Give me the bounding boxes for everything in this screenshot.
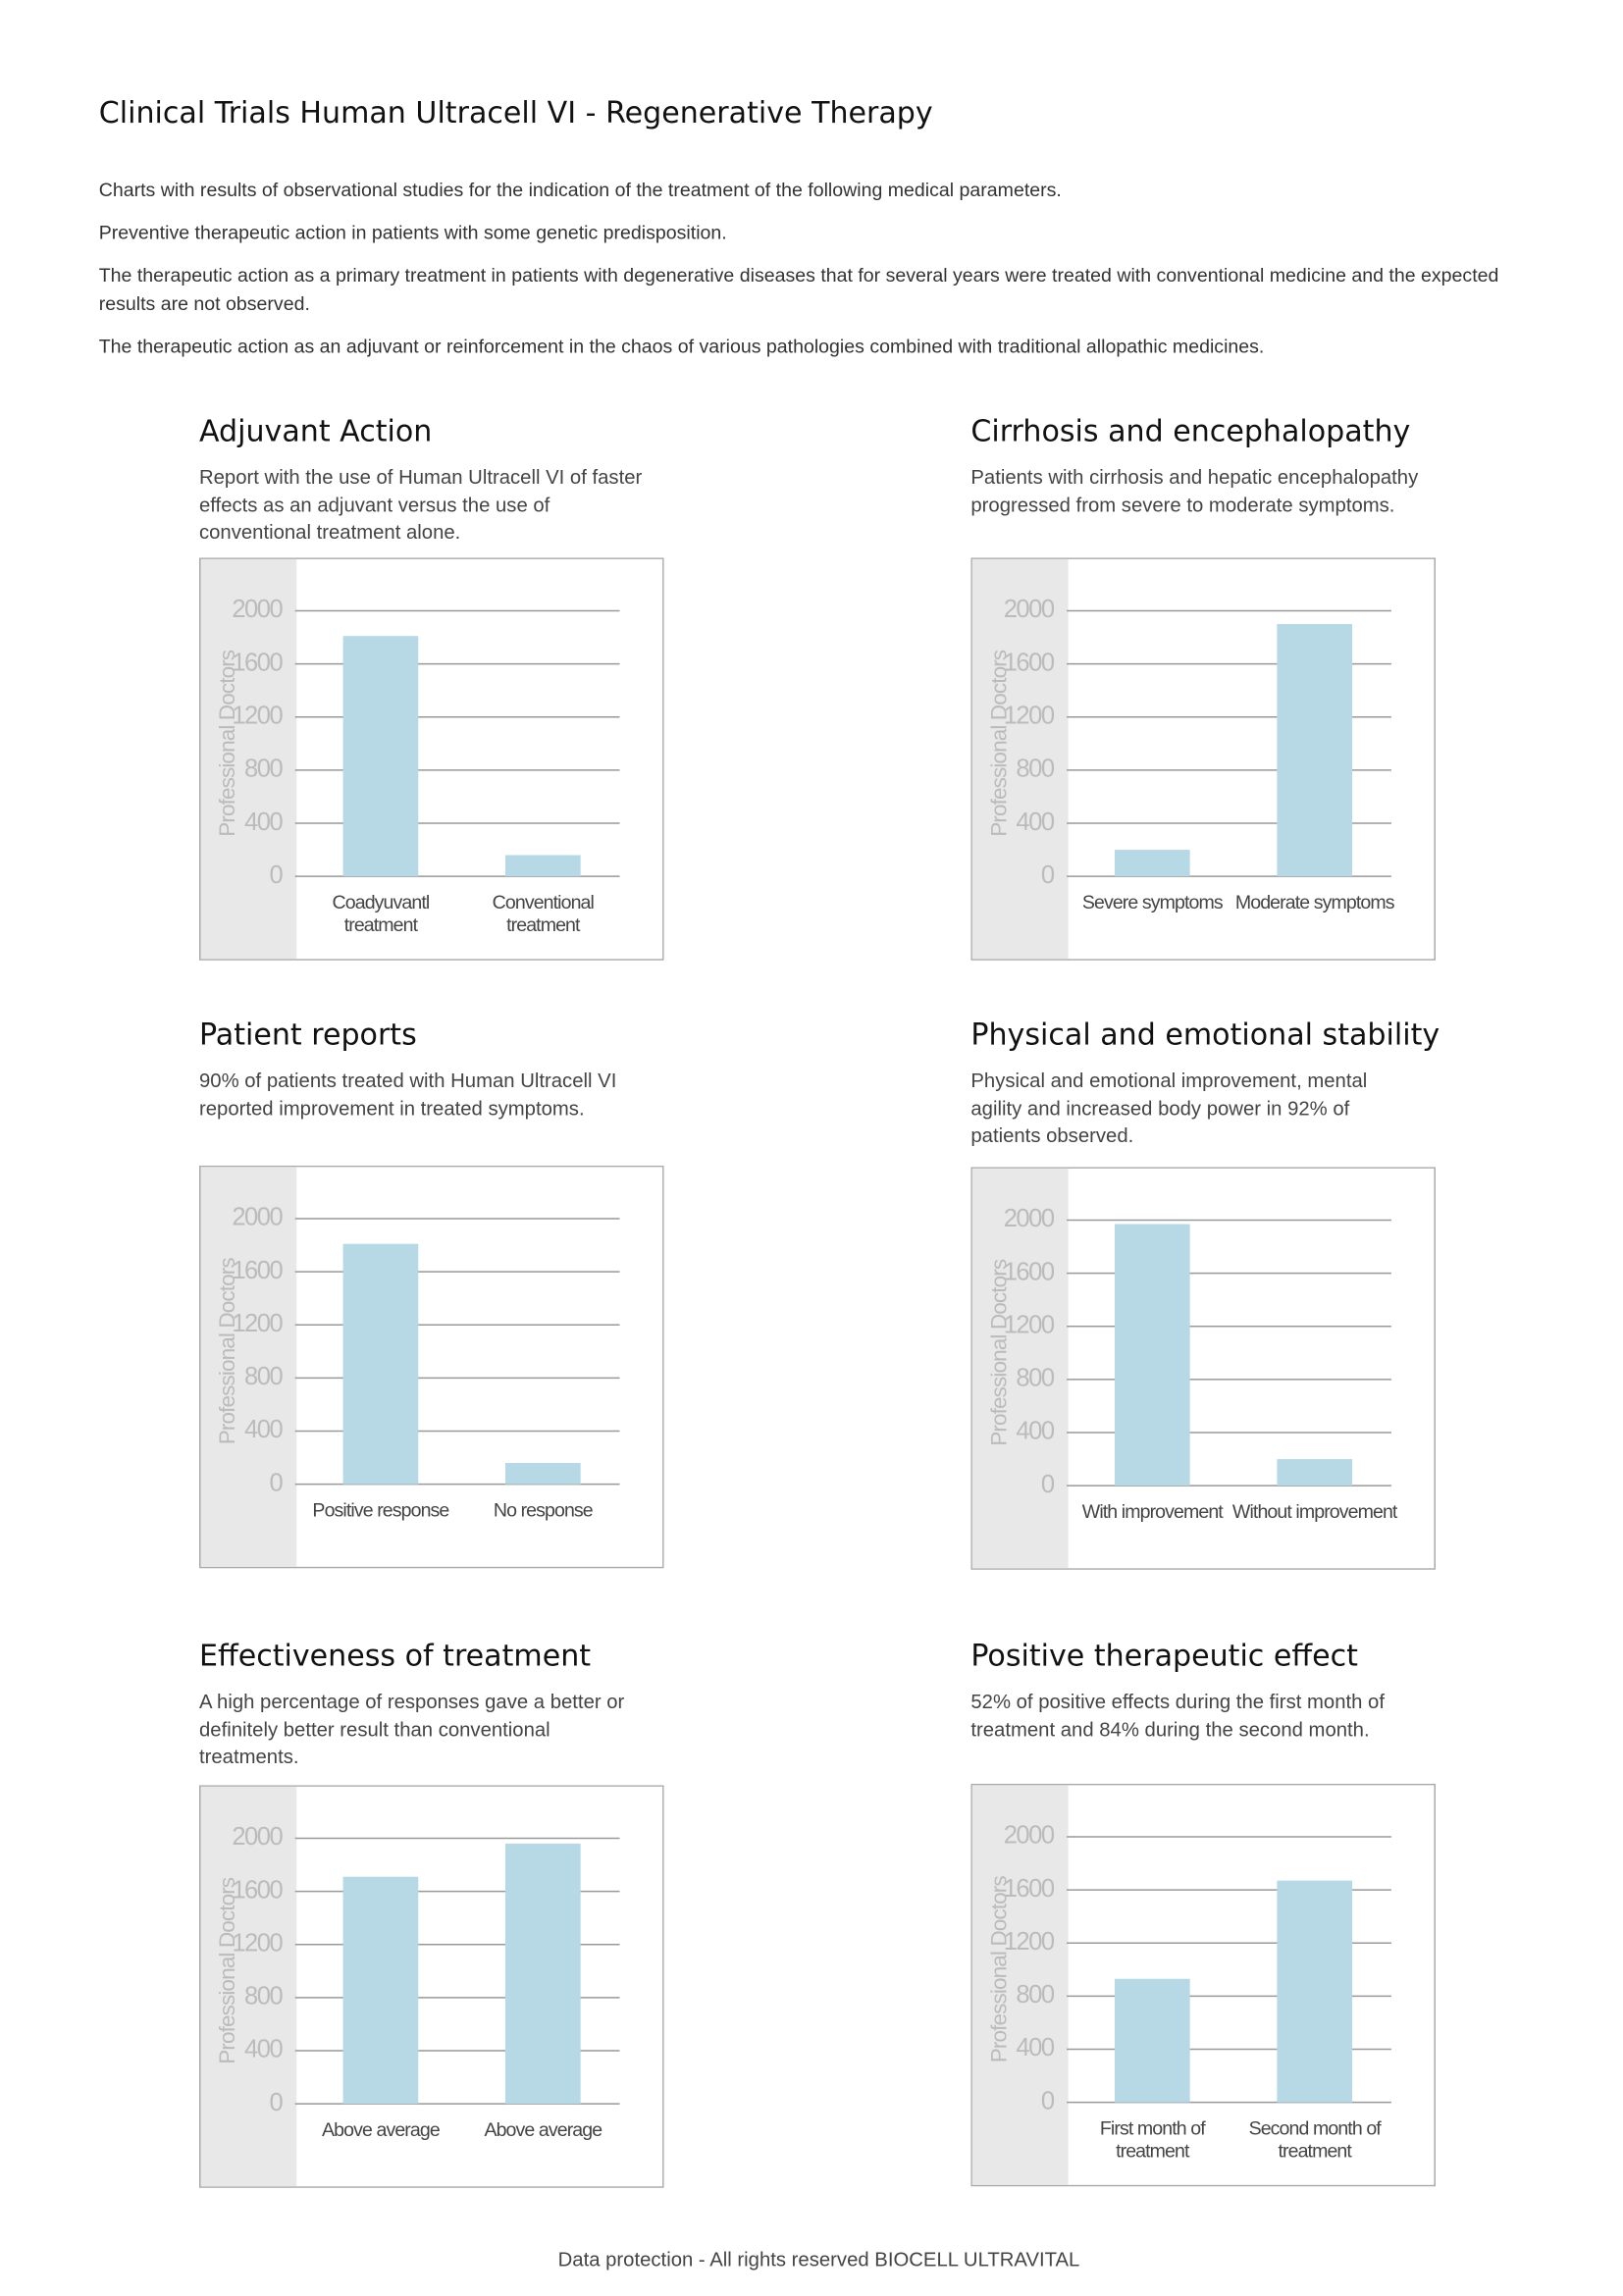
- y-tick-label: 1200: [232, 1310, 283, 1337]
- bar: [342, 636, 419, 877]
- y-tick-label: 1600: [232, 1257, 283, 1284]
- x-tick-label: Above average: [322, 2118, 441, 2141]
- chart-title: Patient reports: [198, 1016, 417, 1053]
- bar: [504, 1462, 581, 1485]
- y-axis-label: Professional Doctors: [986, 1876, 1011, 2063]
- axis-band: [971, 1168, 1069, 1569]
- chart: Professional Doctors 0 400 800 1200 1600 2000: [198, 1785, 664, 2188]
- chart-description: Patients with cirrhosis and hepatic ence…: [970, 466, 1419, 516]
- y-tick-label: 400: [244, 809, 283, 836]
- y-tick-label: 2000: [232, 1823, 283, 1851]
- chart-description: 52% of positive effects during the first…: [970, 1691, 1385, 1741]
- bar: [504, 855, 581, 877]
- y-tick-label: 0: [269, 1469, 283, 1496]
- x-tick-label: Moderate symptoms: [1234, 891, 1395, 913]
- chart-title: Adjuvant Action: [198, 413, 433, 449]
- x-tick-label: Above average: [484, 2118, 602, 2141]
- page-title: Clinical Trials Human Ultracell VI - Reg…: [98, 94, 933, 130]
- y-tick-label: 0: [269, 861, 283, 889]
- y-tick-label: 1600: [232, 649, 283, 676]
- x-tick-label: Second month of treatment: [1248, 2116, 1382, 2162]
- y-tick-label: 1600: [1004, 1875, 1055, 1903]
- x-tick-label: First month of treatment: [1099, 2116, 1206, 2162]
- chart: Professional Doctors 0 400 800 1200 1600 2000: [970, 1167, 1437, 1570]
- paragraph: Preventive therapeutic action in patient…: [98, 221, 727, 244]
- y-tick-label: 0: [1041, 2087, 1055, 2114]
- y-tick-label: 1600: [1004, 649, 1055, 676]
- bar: [1277, 624, 1353, 877]
- y-tick-label: 400: [244, 2036, 283, 2063]
- y-tick-label: 800: [244, 1363, 283, 1390]
- axis-band: [971, 1785, 1069, 2185]
- x-tick-label: With improvement: [1081, 1500, 1224, 1523]
- y-tick-label: 0: [1041, 1471, 1055, 1498]
- chart: Professional Doctors 0 400 800 1200 1600 2000: [198, 1165, 664, 1569]
- chart-title: Positive therapeutic effect: [970, 1637, 1358, 1674]
- y-tick-label: 2000: [232, 1204, 283, 1231]
- x-tick-label: Coadyuvantl treatment: [332, 891, 431, 936]
- axis-band: [971, 558, 1069, 960]
- chart-description: Physical and emotional improvement, ment…: [970, 1070, 1368, 1147]
- y-tick-label: 800: [244, 756, 283, 783]
- x-tick-label: No response: [493, 1498, 594, 1522]
- y-tick-label: 400: [1016, 1418, 1054, 1445]
- y-tick-label: 1600: [1004, 1258, 1055, 1285]
- chart: Professional Doctors 0 400 800 1200 1600 2000: [198, 557, 664, 961]
- chart: Professional Doctors 0 400 800 1200 1600 2000: [970, 557, 1437, 961]
- bar: [342, 1876, 419, 2105]
- y-axis-label: Professional Doctors: [986, 650, 1011, 837]
- chart-title: Physical and emotional stability: [970, 1016, 1440, 1053]
- y-tick-label: 800: [244, 1983, 283, 2010]
- y-tick-label: 2000: [1004, 596, 1055, 623]
- paragraph: The therapeutic action as a primary trea…: [98, 264, 1499, 315]
- bar: [1277, 1880, 1353, 2103]
- chart-title: Effectiveness of treatment: [198, 1637, 592, 1674]
- x-tick-label: Conventional treatment: [492, 891, 595, 936]
- chart-description: 90% of patients treated with Human Ultra…: [198, 1070, 617, 1120]
- y-tick-label: 0: [269, 2089, 283, 2116]
- y-tick-label: 2000: [232, 596, 283, 623]
- bar: [1114, 850, 1190, 877]
- bar: [342, 1243, 419, 1485]
- x-tick-label: Without improvement: [1231, 1500, 1397, 1523]
- axis-band: [200, 558, 297, 960]
- y-axis-label: Professional Doctors: [215, 1877, 239, 2064]
- intro: Charts with results of observational stu…: [99, 176, 1515, 375]
- footer: Data protection - All rights reserved BI…: [557, 2248, 1080, 2271]
- chart: Professional Doctors 0 400 800 1200 1600 2000: [970, 1783, 1437, 2187]
- y-axis-label: Professional Doctors: [215, 1258, 239, 1445]
- axis-band: [200, 1167, 297, 1567]
- chart-description: A high percentage of responses gave a be…: [198, 1691, 625, 1768]
- y-tick-label: 400: [1016, 2034, 1054, 2061]
- paragraph: Charts with results of observational stu…: [98, 178, 1062, 201]
- y-tick-label: 800: [1016, 1981, 1054, 2009]
- y-tick-label: 400: [244, 1416, 283, 1443]
- y-tick-label: 1200: [232, 1929, 283, 1957]
- bar: [1114, 1978, 1190, 2103]
- y-tick-label: 800: [1016, 756, 1054, 783]
- y-axis-label: Professional Doctors: [215, 650, 239, 837]
- paragraph: The therapeutic action as an adjuvant or…: [98, 335, 1265, 357]
- y-tick-label: 1200: [1004, 702, 1055, 729]
- y-tick-label: 0: [1041, 861, 1055, 889]
- y-axis-label: Professional Doctors: [986, 1259, 1011, 1446]
- y-tick-label: 2000: [1004, 1205, 1055, 1232]
- bar: [504, 1843, 581, 2105]
- y-tick-label: 2000: [1004, 1822, 1055, 1850]
- x-tick-label: Severe symptoms: [1081, 891, 1224, 913]
- y-tick-label: 1200: [1004, 1928, 1055, 1956]
- chart-description: Report with the use of Human Ultracell V…: [198, 466, 643, 544]
- y-tick-label: 1600: [232, 1876, 283, 1904]
- chart-title: Cirrhosis and encephalopathy: [970, 413, 1411, 449]
- axis-band: [200, 1786, 297, 2187]
- bar: [1277, 1459, 1353, 1487]
- bar: [1114, 1224, 1190, 1487]
- y-tick-label: 400: [1016, 809, 1054, 836]
- x-tick-label: Positive response: [312, 1498, 449, 1522]
- y-tick-label: 800: [1016, 1365, 1054, 1392]
- y-tick-label: 1200: [232, 702, 283, 729]
- y-tick-label: 1200: [1004, 1311, 1055, 1338]
